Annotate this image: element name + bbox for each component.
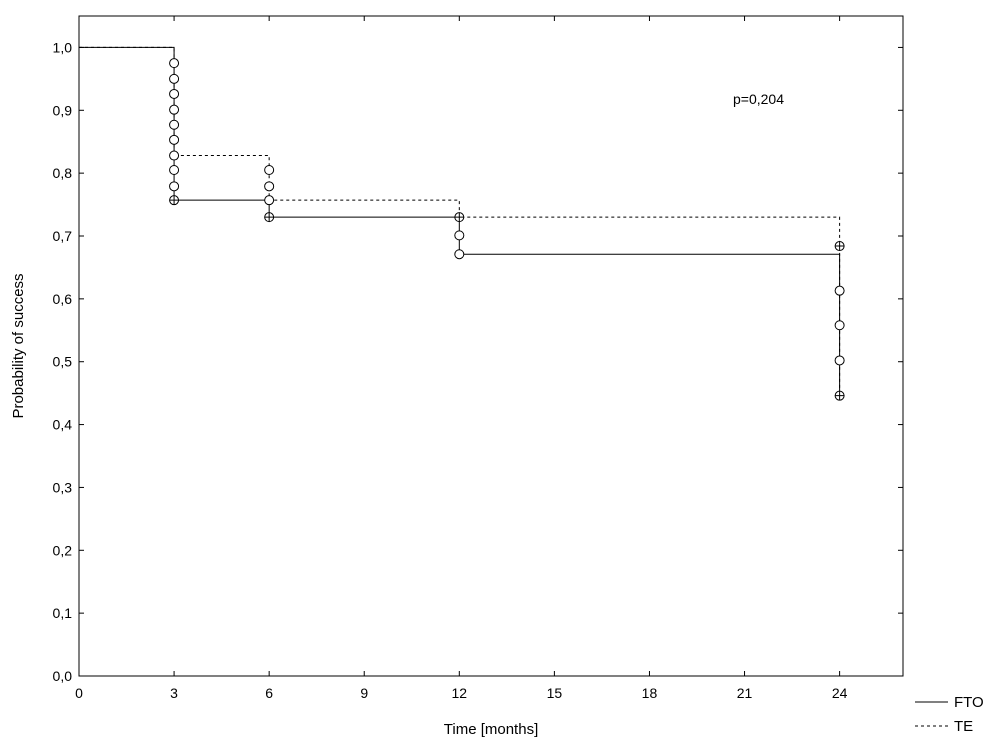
x-tick-label: 24 (832, 685, 848, 701)
censor-circle-marker (169, 73, 180, 84)
censor-circle-marker (169, 104, 180, 115)
x-tick-label: 0 (75, 685, 83, 701)
y-tick-label: 1,0 (53, 39, 73, 55)
event-plus-marker (835, 391, 845, 401)
censor-circle-marker (169, 181, 180, 192)
censor-circle-marker (169, 119, 180, 130)
censor-circle-marker (454, 230, 465, 241)
y-tick-label: 0,0 (53, 668, 73, 684)
censor-circle-marker (169, 150, 180, 161)
censor-circle-marker (169, 58, 180, 69)
x-tick-label: 12 (452, 685, 468, 701)
censor-circle-marker (834, 285, 845, 296)
y-tick-label: 0,9 (53, 102, 73, 118)
y-tick-label: 0,5 (53, 354, 73, 370)
event-plus-marker (454, 212, 464, 222)
plot-frame (78, 15, 904, 677)
y-tick-label: 0,3 (53, 479, 73, 495)
censor-circle-marker (169, 134, 180, 145)
x-tick-label: 15 (547, 685, 563, 701)
y-tick-label: 0,7 (53, 228, 73, 244)
y-tick-label: 0,2 (53, 542, 73, 558)
censor-circle-marker (169, 165, 180, 175)
event-plus-marker (169, 195, 179, 205)
legend: FTO TE (915, 694, 984, 735)
legend-fto-label: FTO (954, 694, 984, 711)
y-tick-label: 0,1 (53, 605, 73, 621)
x-axis-title: Time [months] (444, 721, 538, 738)
x-tick-label: 18 (642, 685, 658, 701)
y-axis-ticks: 0,0 0,1 0,2 0,3 0,4 0,5 0,6 0,7 0,8 0,9 1,0 (53, 39, 903, 684)
x-tick-label: 9 (360, 685, 368, 701)
censor-circle-marker (834, 320, 845, 331)
y-axis-title: Probability of success (10, 273, 27, 418)
x-tick-label: 6 (265, 685, 273, 701)
censor-circle-marker (834, 355, 845, 366)
y-tick-label: 0,4 (53, 417, 73, 433)
y-tick-label: 0,8 (53, 165, 73, 181)
event-plus-marker (264, 212, 274, 222)
censor-circle-marker (264, 181, 275, 192)
x-axis-ticks: 0 3 6 9 12 15 18 21 24 (75, 16, 848, 701)
legend-te-label: TE (954, 718, 973, 735)
censor-circle-marker (264, 165, 275, 175)
y-tick-label: 0,6 (53, 291, 73, 307)
censor-circle-marker (454, 249, 465, 260)
p-value-annotation: p=0,204 (733, 91, 784, 107)
series-line-te (79, 46, 841, 396)
censor-circle-marker (169, 88, 180, 99)
x-tick-label: 21 (737, 685, 753, 701)
censor-circle-marker (264, 195, 275, 206)
event-plus-marker (835, 241, 845, 251)
marker-layer (169, 58, 845, 401)
x-tick-label: 3 (170, 685, 178, 701)
